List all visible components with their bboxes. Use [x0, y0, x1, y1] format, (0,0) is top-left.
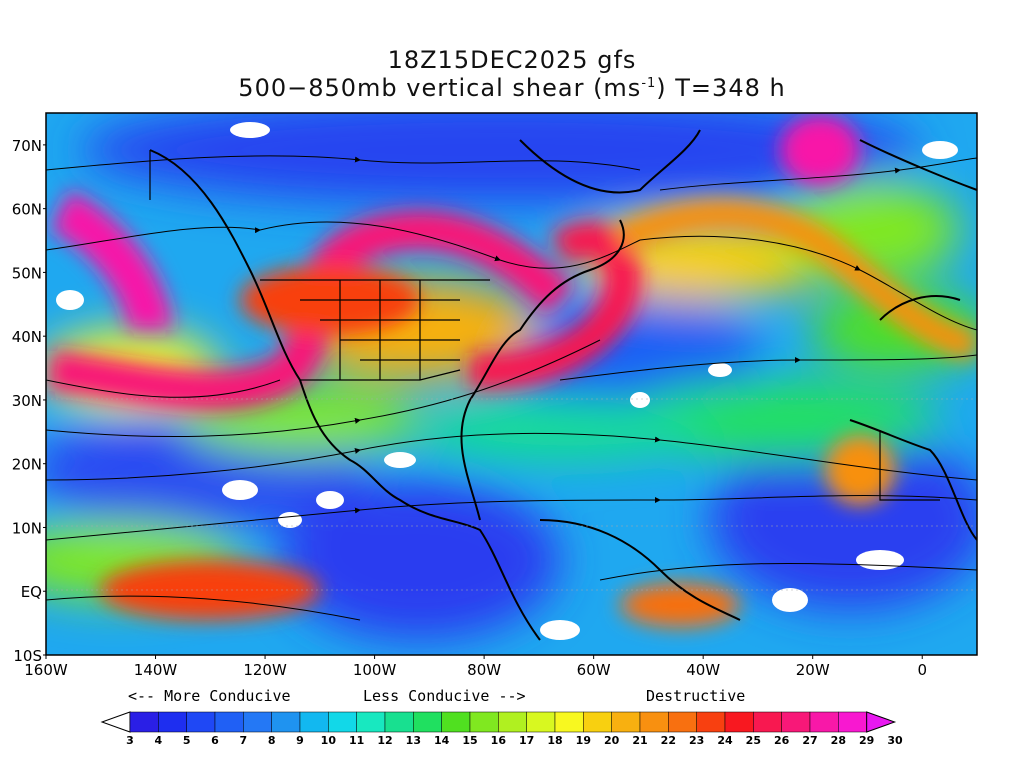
lat-label: 50N [12, 264, 42, 282]
streamlines [46, 155, 977, 621]
colorbar-left-triangle [100, 711, 131, 733]
colorbar-swatch [328, 711, 357, 733]
more-conducive-label: <-- More Conducive [128, 687, 291, 705]
colorbar-label: 11 [349, 734, 364, 747]
colorbar-swatch [526, 711, 556, 733]
colorbar-label: 6 [211, 734, 219, 747]
colorbar-label: 16 [491, 734, 507, 747]
destructive-label: Destructive [646, 687, 745, 705]
colorbar-swatch [469, 711, 499, 733]
colorbar-label: 19 [576, 734, 591, 747]
colorbar-swatch [809, 711, 839, 733]
colorbar-swatch [299, 711, 329, 733]
colorbar-label: 20 [604, 734, 620, 747]
colorbar-label: 15 [462, 734, 477, 747]
colorbar-label: 26 [774, 734, 790, 747]
colorbar-swatch [639, 711, 669, 733]
colorbar-swatch [186, 711, 216, 733]
title-line-1: 18Z15DEC2025 gfs [387, 46, 637, 74]
lon-label: 20W [796, 661, 830, 679]
colorbar-label: 9 [296, 734, 304, 747]
colorbar-label: 21 [632, 734, 647, 747]
colorbar-swatch [838, 711, 867, 733]
map-frame [45, 112, 978, 656]
colorbar-label: 28 [831, 734, 846, 747]
colorbar: 3 4 5 6 7 8 9 10 11 12 13 14 15 16 17 18 19 20 21 22 23 24 25 2… [100, 711, 903, 747]
colorbar-label: 5 [183, 734, 191, 747]
colorbar-swatch [498, 711, 527, 733]
colorbar-swatch [271, 711, 301, 733]
colorbar-label: 8 [268, 734, 276, 747]
title-superscript: -1 [641, 76, 657, 91]
colorbar-label: 30 [887, 734, 903, 747]
political-borders [149, 150, 940, 501]
colorbar-swatch [554, 711, 584, 733]
colorbar-label: 22 [661, 734, 676, 747]
longitude-labels: 160W 140W 120W 100W 80W 60W 40W 20W 0 [24, 661, 927, 679]
colorbar-swatch [441, 711, 471, 733]
lon-label: 100W [353, 661, 397, 679]
lon-label: 160W [24, 661, 68, 679]
colorbar-swatch [668, 711, 697, 733]
colorbar-swatch [753, 711, 782, 733]
colorbar-right-triangle [866, 711, 897, 733]
colorbar-swatch [129, 711, 159, 733]
low-shear-patches [56, 122, 958, 640]
colorbar-label: 14 [434, 734, 450, 747]
lat-label: EQ [21, 583, 42, 601]
title-line-2-suffix: ) T=348 h [656, 74, 786, 102]
lat-label: 10S [13, 647, 42, 665]
colorbar-label: 10 [321, 734, 337, 747]
lat-label: 30N [12, 392, 42, 410]
colorbar-label: 17 [519, 734, 534, 747]
lon-label: 140W [134, 661, 178, 679]
colorbar-label: 25 [746, 734, 761, 747]
colorbar-swatch [413, 711, 442, 733]
colorbar-swatch [611, 711, 641, 733]
shear-field [46, 113, 977, 655]
lat-label: 20N [12, 456, 42, 474]
colorbar-label: 18 [547, 734, 562, 747]
latitude-labels: 70N 60N 50N 40N 30N 20N 10N EQ 10S [12, 137, 42, 665]
colorbar-swatch [583, 711, 612, 733]
colorbar-swatch [696, 711, 726, 733]
colorbar-label: 24 [717, 734, 733, 747]
title-line-2-prefix: 500−850mb vertical shear (ms [238, 74, 642, 102]
lon-label: 40W [686, 661, 720, 679]
less-conducive-label: Less Conducive --> [363, 687, 526, 705]
colorbar-swatch [243, 711, 272, 733]
colorbar-label: 4 [155, 734, 163, 747]
lat-label: 40N [12, 328, 42, 346]
colorbar-label: 12 [377, 734, 392, 747]
grid-lines [46, 398, 977, 591]
colorbar-swatch [724, 711, 754, 733]
lon-label: 80W [467, 661, 501, 679]
lat-label: 10N [12, 519, 42, 537]
colorbar-label: 13 [406, 734, 421, 747]
colorbar-swatch [158, 711, 187, 733]
colorbar-swatch [781, 711, 811, 733]
title-line-2: 500−850mb vertical shear (ms-1) T=348 h [0, 74, 1024, 102]
colorbar-label: 29 [859, 734, 874, 747]
lat-label: 70N [12, 137, 42, 155]
colorbar-swatch [384, 711, 414, 733]
colorbar-label: 27 [802, 734, 817, 747]
colorbar-label: 3 [126, 734, 134, 747]
axis-ticks [43, 144, 923, 659]
lon-label: 0 [917, 661, 927, 679]
colorbar-label: 7 [240, 734, 248, 747]
lon-label: 120W [243, 661, 287, 679]
colorbar-label: 23 [689, 734, 704, 747]
lat-label: 60N [12, 201, 42, 219]
colorbar-swatch [214, 711, 244, 733]
lon-label: 60W [577, 661, 611, 679]
colorbar-swatch [356, 711, 386, 733]
